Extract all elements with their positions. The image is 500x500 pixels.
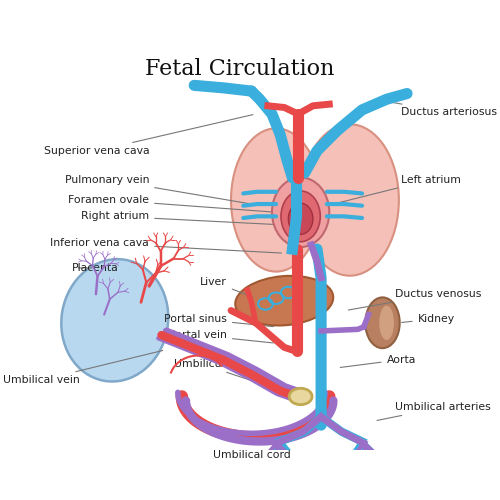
Ellipse shape bbox=[236, 276, 333, 326]
Text: Placenta: Placenta bbox=[72, 263, 118, 273]
Ellipse shape bbox=[62, 259, 168, 382]
Text: Ductus arteriosus: Ductus arteriosus bbox=[391, 102, 498, 118]
Ellipse shape bbox=[231, 128, 321, 272]
Text: Inferior vena cava: Inferior vena cava bbox=[50, 238, 282, 253]
Text: Superior vena cava: Superior vena cava bbox=[44, 114, 253, 156]
Text: Foramen ovale: Foramen ovale bbox=[68, 195, 274, 212]
Text: Umbilical arteries: Umbilical arteries bbox=[377, 402, 490, 420]
Ellipse shape bbox=[300, 124, 399, 276]
Ellipse shape bbox=[288, 203, 313, 234]
Text: Right atrium: Right atrium bbox=[81, 212, 274, 224]
Text: Umbilical cord: Umbilical cord bbox=[212, 436, 290, 460]
Text: Portal sinus: Portal sinus bbox=[164, 314, 274, 326]
Text: Umbilicus: Umbilicus bbox=[174, 358, 290, 393]
Text: Pulmonary vein: Pulmonary vein bbox=[64, 174, 249, 204]
Text: Fetal Circulation: Fetal Circulation bbox=[144, 58, 334, 80]
Text: Aorta: Aorta bbox=[340, 354, 416, 368]
Ellipse shape bbox=[379, 306, 394, 340]
Text: Umbilical vein: Umbilical vein bbox=[3, 350, 163, 385]
Text: Ductus venosus: Ductus venosus bbox=[348, 289, 481, 310]
Ellipse shape bbox=[281, 191, 320, 242]
Text: Liver: Liver bbox=[200, 277, 253, 297]
Ellipse shape bbox=[289, 388, 312, 404]
Text: Portal vein: Portal vein bbox=[169, 330, 274, 343]
Ellipse shape bbox=[272, 178, 330, 247]
Text: Kidney: Kidney bbox=[402, 314, 455, 324]
Ellipse shape bbox=[366, 298, 400, 348]
Text: Left atrium: Left atrium bbox=[336, 174, 461, 204]
